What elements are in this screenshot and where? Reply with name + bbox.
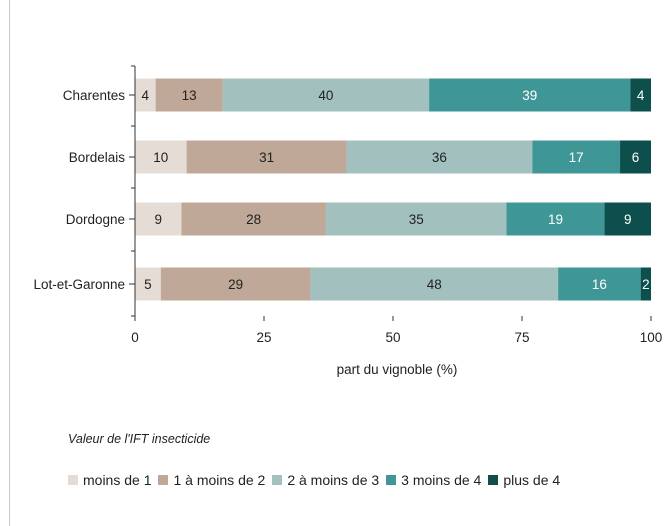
x-tick-label: 100 (640, 330, 663, 345)
bar-dordogne-series-1 (135, 202, 182, 236)
legend-label: plus de 4 (503, 472, 561, 488)
data-label: 9 (154, 212, 162, 227)
data-label: 10 (153, 150, 168, 165)
bar-charentes-series-5 (630, 78, 651, 112)
x-tick-label: 0 (131, 330, 139, 345)
data-label: 13 (182, 88, 197, 103)
legend-item: 1 à moins de 2 (158, 472, 265, 488)
legend-item: 3 moins de 4 (386, 472, 481, 488)
data-label: 4 (637, 88, 645, 103)
category-label: Dordogne (66, 212, 125, 227)
data-label: 35 (409, 212, 424, 227)
data-label: 48 (427, 277, 442, 292)
bar-lot-et-garonne-series-4 (558, 267, 641, 301)
data-label: 39 (522, 88, 537, 103)
data-label: 9 (624, 212, 632, 227)
bar-bordelais-series-1 (135, 140, 187, 174)
data-label: 2 (642, 277, 650, 292)
legend-swatch (272, 475, 283, 485)
data-label: 40 (318, 88, 333, 103)
legend-swatch (158, 475, 169, 485)
bar-charentes-series-1 (135, 78, 156, 112)
bar-dordogne-series-2 (181, 202, 326, 236)
legend-item: 2 à moins de 3 (272, 472, 379, 488)
category-label: Bordelais (69, 150, 126, 165)
data-label: 4 (142, 88, 150, 103)
bar-bordelais-series-5 (620, 140, 651, 174)
bar-lot-et-garonne-series-3 (310, 267, 559, 301)
data-label: 5 (144, 277, 152, 292)
legend-label: 1 à moins de 2 (173, 472, 266, 488)
data-label: 29 (228, 277, 243, 292)
legend-swatch (68, 475, 78, 485)
x-axis-label: part du vignoble (%) (337, 362, 458, 377)
legend-item: plus de 4 (488, 472, 560, 488)
x-tick-label: 50 (385, 330, 400, 345)
frame-border (9, 0, 10, 526)
legend-swatch (488, 475, 499, 485)
bar-charentes-series-4 (429, 78, 631, 112)
category-label: Charentes (63, 88, 126, 103)
data-label: 31 (259, 150, 274, 165)
bar-charentes-series-3 (222, 78, 430, 112)
bar-bordelais-series-2 (186, 140, 347, 174)
data-label: 36 (432, 150, 447, 165)
data-label: 17 (569, 150, 584, 165)
bar-lot-et-garonne-series-1 (135, 267, 161, 301)
legend-swatch (386, 475, 397, 485)
data-label: 6 (632, 150, 640, 165)
legend-item: moins de 1 (68, 472, 151, 488)
x-tick-label: 75 (514, 330, 529, 345)
bar-bordelais-series-4 (532, 140, 621, 174)
legend: moins de 1 1 à moins de 2 2 à moins de 3 3 … (68, 472, 567, 488)
data-label: 19 (548, 212, 563, 227)
bar-lot-et-garonne-series-5 (640, 267, 651, 301)
x-tick-label: 25 (256, 330, 271, 345)
data-label: 16 (592, 277, 607, 292)
legend-title: Valeur de l'IFT insecticide (68, 432, 211, 446)
bar-bordelais-series-3 (346, 140, 533, 174)
bar-lot-et-garonne-series-2 (160, 267, 311, 301)
bar-dordogne-series-5 (604, 202, 651, 236)
legend-label: moins de 1 (83, 472, 152, 488)
legend-label: 3 moins de 4 (401, 472, 482, 488)
category-label: Lot-et-Garonne (33, 277, 125, 292)
bar-charentes-series-2 (155, 78, 223, 112)
bar-dordogne-series-3 (325, 202, 507, 236)
legend-label: 2 à moins de 3 (287, 472, 380, 488)
bar-dordogne-series-4 (506, 202, 605, 236)
data-label: 28 (246, 212, 261, 227)
